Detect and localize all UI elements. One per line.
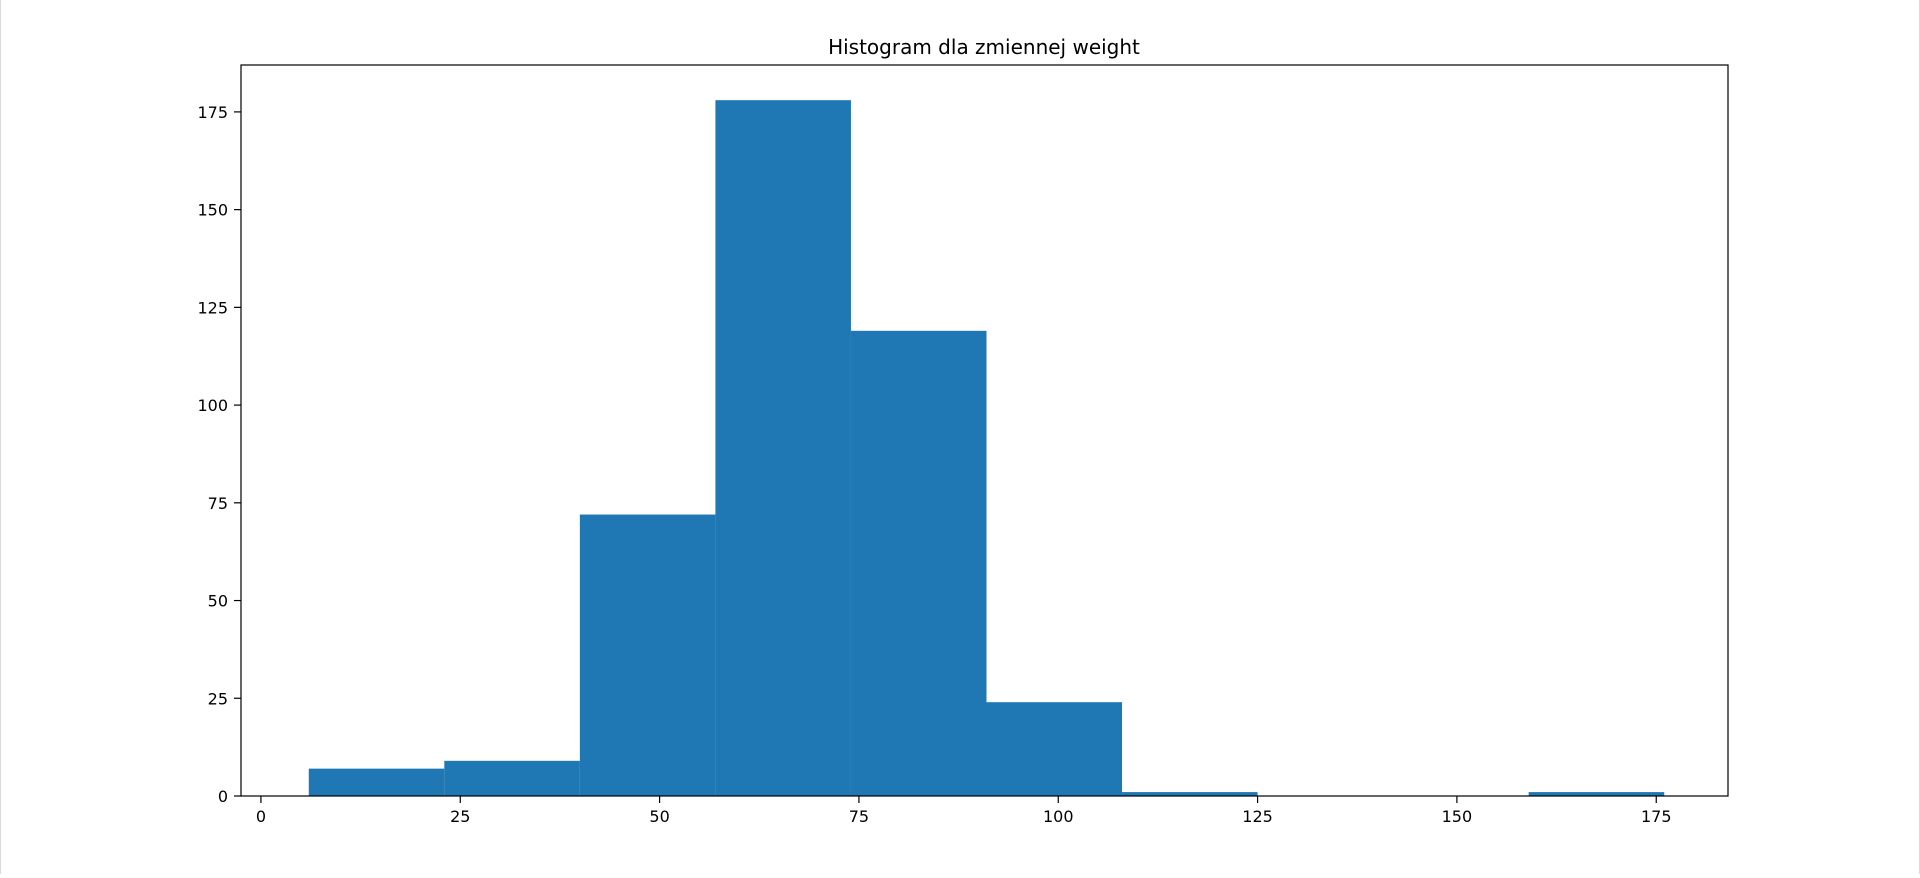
y-tick-label: 150 xyxy=(197,201,228,220)
y-tick-label: 0 xyxy=(218,787,228,806)
x-tick-label: 50 xyxy=(649,807,669,826)
histogram-bar xyxy=(579,514,716,796)
histogram-bar xyxy=(1122,792,1258,796)
y-tick-label: 50 xyxy=(208,592,228,611)
y-tick-label: 75 xyxy=(208,494,228,513)
histogram-bar xyxy=(986,702,1123,796)
x-tick-label: 175 xyxy=(1641,807,1672,826)
x-tick-label: 75 xyxy=(849,807,869,826)
x-tick-label: 0 xyxy=(256,807,266,826)
histogram-bar xyxy=(1528,792,1665,796)
plot-area-frame xyxy=(240,64,1729,797)
histogram-bar xyxy=(850,330,987,796)
y-tick-label: 175 xyxy=(197,103,228,122)
histogram-bar xyxy=(308,768,445,796)
y-tick-label: 125 xyxy=(197,298,228,317)
window-left-edge xyxy=(0,0,1,874)
y-tick-label: 25 xyxy=(208,689,228,708)
x-tick-label: 100 xyxy=(1043,807,1074,826)
histogram-bars xyxy=(308,100,1665,796)
x-axis: 0 25 50 75 100 125 150 175 xyxy=(256,796,1672,826)
histogram-bar xyxy=(715,100,851,796)
histogram-bar xyxy=(444,760,580,796)
x-tick-label: 25 xyxy=(450,807,470,826)
x-tick-label: 125 xyxy=(1242,807,1273,826)
y-tick-label: 100 xyxy=(197,396,228,415)
chart-title: Histogram dla zmiennej weight xyxy=(828,35,1140,59)
x-tick-label: 150 xyxy=(1442,807,1473,826)
y-axis: 0 25 50 75 100 125 150 175 xyxy=(197,103,241,806)
